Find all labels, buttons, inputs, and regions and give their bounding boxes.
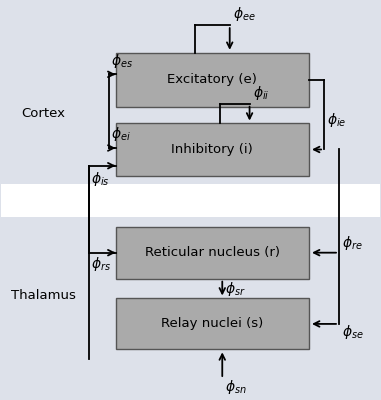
Bar xyxy=(2,184,379,217)
Text: Cortex: Cortex xyxy=(21,107,65,120)
Text: $\phi_{ei}$: $\phi_{ei}$ xyxy=(110,125,130,143)
Bar xyxy=(115,298,309,350)
Bar xyxy=(115,53,309,107)
Text: $\phi_{sn}$: $\phi_{sn}$ xyxy=(225,378,247,396)
Text: $\phi_{se}$: $\phi_{se}$ xyxy=(342,323,363,341)
Bar xyxy=(115,124,309,176)
Text: $\phi_{ii}$: $\phi_{ii}$ xyxy=(253,84,269,102)
Text: $\phi_{ee}$: $\phi_{ee}$ xyxy=(233,5,255,23)
Text: $\phi_{is}$: $\phi_{is}$ xyxy=(91,170,109,188)
Text: Relay nuclei (s): Relay nuclei (s) xyxy=(161,318,264,330)
Text: $\phi_{sr}$: $\phi_{sr}$ xyxy=(225,280,246,298)
Text: $\phi_{rs}$: $\phi_{rs}$ xyxy=(91,256,111,274)
Bar xyxy=(115,227,309,279)
Text: $\phi_{re}$: $\phi_{re}$ xyxy=(342,234,363,252)
Text: Reticular nucleus (r): Reticular nucleus (r) xyxy=(145,246,280,259)
Text: $\phi_{es}$: $\phi_{es}$ xyxy=(110,52,133,70)
Text: Thalamus: Thalamus xyxy=(11,289,75,302)
Text: Inhibitory (i): Inhibitory (i) xyxy=(171,143,253,156)
Text: $\phi_{ie}$: $\phi_{ie}$ xyxy=(327,110,346,128)
Text: Excitatory (e): Excitatory (e) xyxy=(167,73,257,86)
